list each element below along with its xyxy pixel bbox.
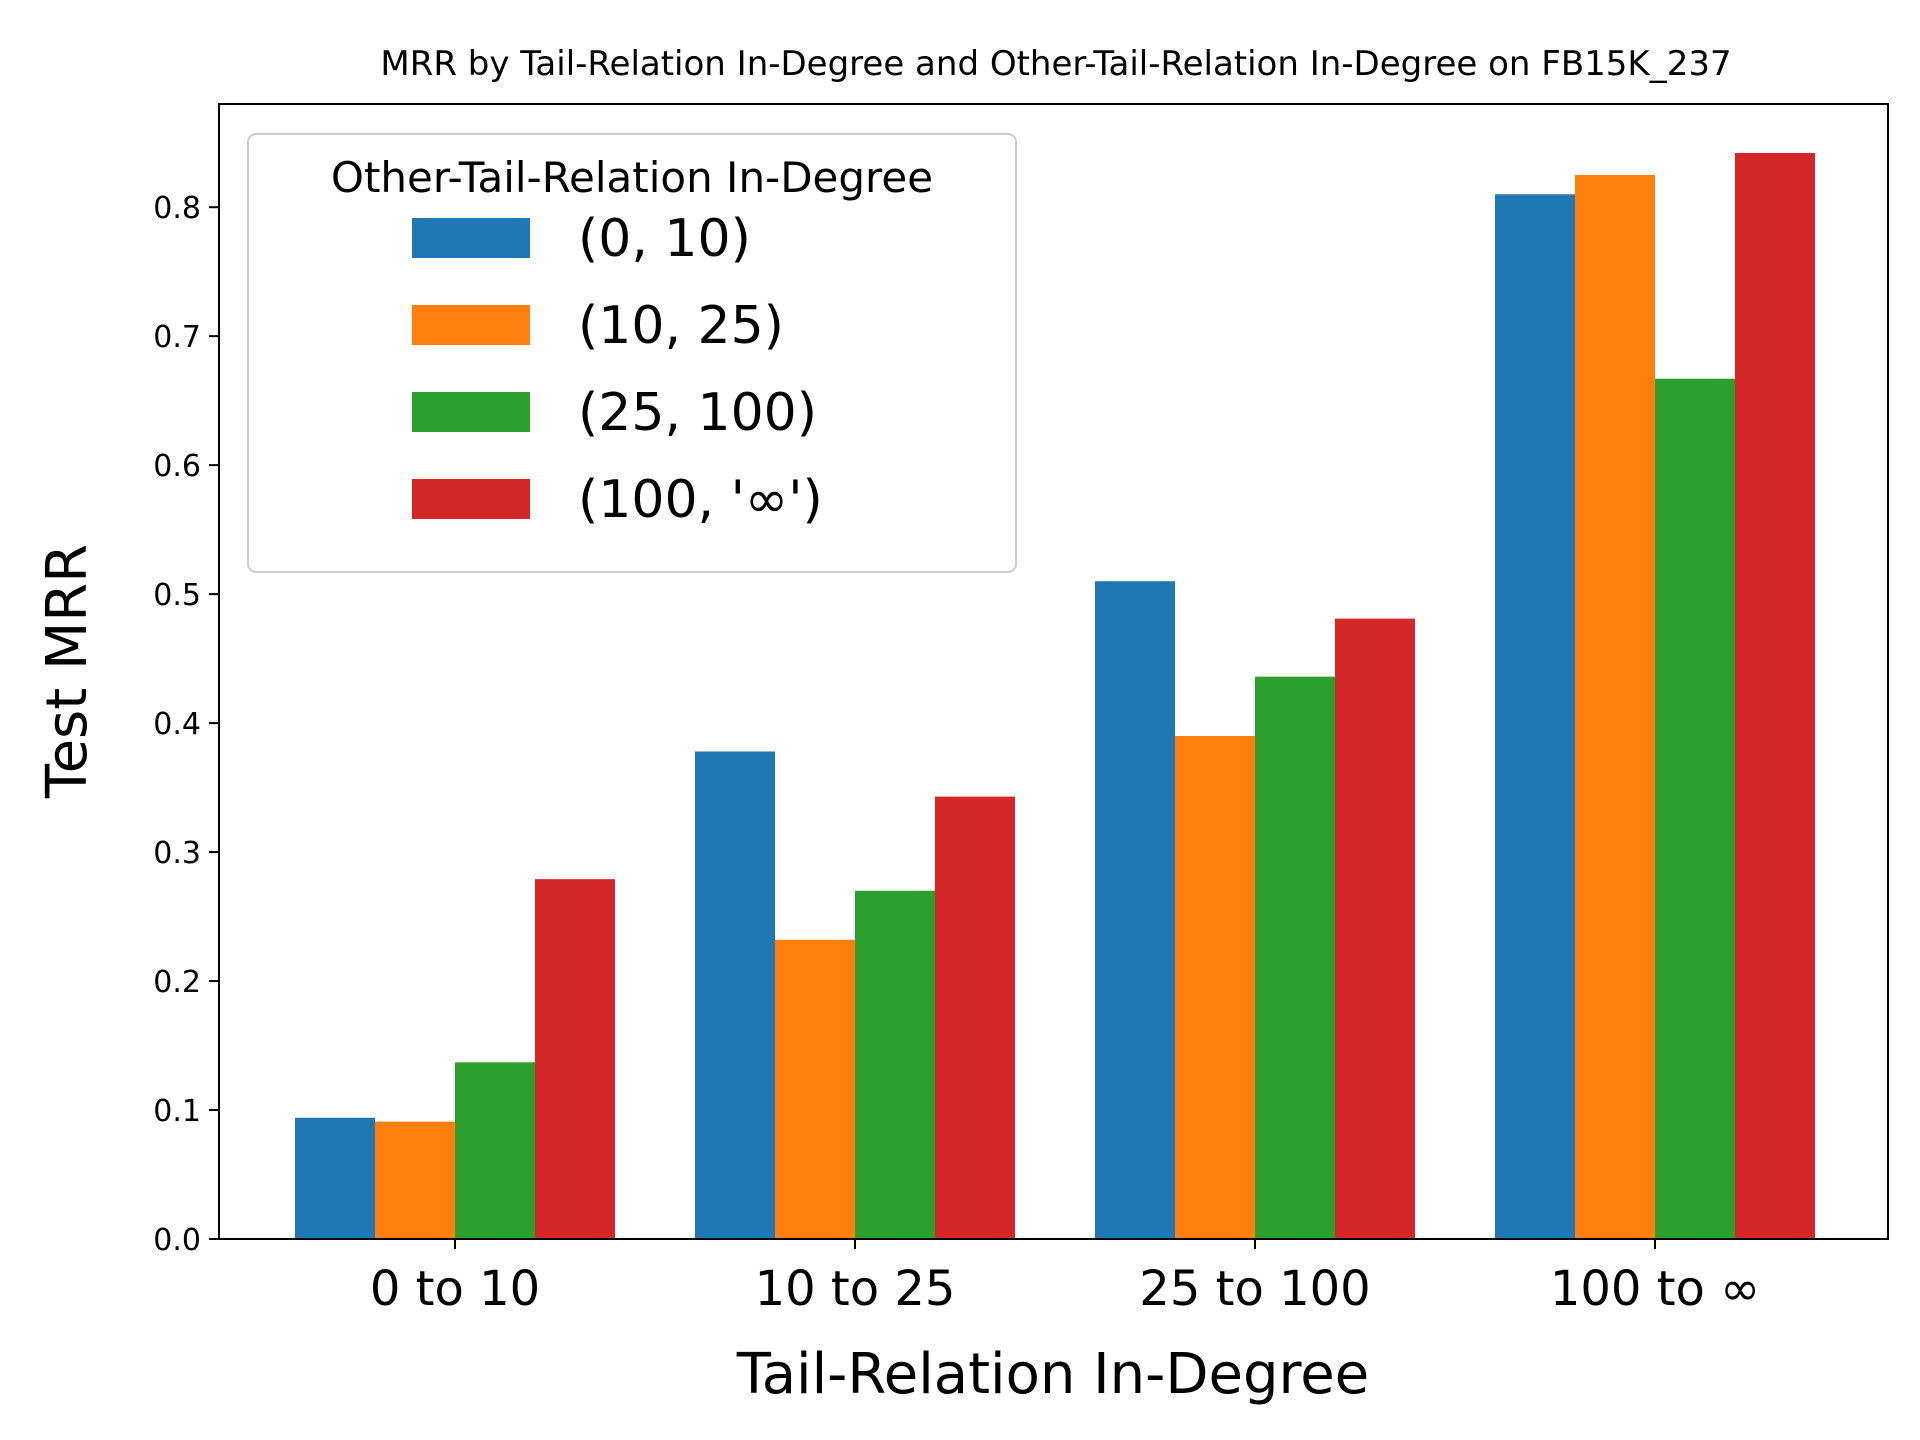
y-tick-label: 0.4 [153, 707, 201, 742]
y-tick-label: 0.3 [153, 836, 201, 871]
bar-1-4 [1495, 194, 1575, 1240]
x-tick-label: 100 to ∞ [1550, 1261, 1760, 1317]
bar-2-4 [1575, 174, 1655, 1239]
legend-label-4: (100, '∞') [578, 470, 823, 530]
y-tick-label: 0.7 [153, 320, 201, 355]
bar-2-1 [375, 1121, 455, 1239]
bar-1-2 [695, 751, 775, 1239]
bar-4-1 [535, 879, 615, 1239]
bar-4-4 [1735, 153, 1815, 1240]
y-tick-label: 0.2 [153, 965, 201, 1000]
x-tick-label: 0 to 10 [370, 1261, 540, 1317]
bars-group [295, 153, 1815, 1240]
bar-2-3 [1175, 735, 1255, 1239]
y-tick-label: 0.1 [153, 1094, 201, 1129]
bar-4-2 [935, 796, 1015, 1239]
legend: Other-Tail-Relation In-Degree (0, 10) (10… [247, 133, 1017, 573]
y-axis-label: Test MRR [35, 544, 100, 799]
legend-label-2: (10, 25) [578, 296, 784, 356]
bar-3-4 [1655, 378, 1735, 1240]
bar-3-1 [455, 1062, 535, 1239]
plot-frame [218, 103, 1889, 1240]
y-tick-label: 0.8 [153, 191, 201, 226]
legend-entries: (0, 10) (10, 25) (25, 100) (100, '∞') [412, 209, 823, 530]
bar-1-3 [1095, 581, 1175, 1239]
y-axis: 0.0 0.1 0.2 0.3 0.4 0.5 0.6 0.7 0.8 [153, 191, 219, 1258]
legend-swatch-1 [412, 218, 530, 258]
y-tick-label: 0.5 [153, 578, 201, 613]
bar-1-1 [295, 1117, 375, 1239]
bar-2-2 [775, 939, 855, 1239]
bar-3-3 [1255, 676, 1335, 1239]
x-tick-label: 25 to 100 [1139, 1261, 1370, 1317]
y-tick-label: 0.6 [153, 449, 201, 484]
legend-swatch-3 [412, 392, 530, 432]
legend-title: Other-Tail-Relation In-Degree [331, 153, 933, 202]
chart-title: MRR by Tail-Relation In-Degree and Other… [380, 44, 1731, 84]
x-tick-label: 10 to 25 [755, 1261, 956, 1317]
x-axis-label: Tail-Relation In-Degree [736, 1342, 1369, 1407]
bar-3-2 [855, 890, 935, 1239]
x-axis: 0 to 10 10 to 25 25 to 100 100 to ∞ [370, 1239, 1760, 1317]
legend-label-3: (25, 100) [578, 383, 817, 443]
legend-swatch-4 [412, 479, 530, 519]
y-tick-label: 0.0 [153, 1223, 201, 1258]
legend-label-1: (0, 10) [578, 209, 751, 269]
legend-swatch-2 [412, 305, 530, 345]
bar-4-3 [1335, 618, 1415, 1239]
